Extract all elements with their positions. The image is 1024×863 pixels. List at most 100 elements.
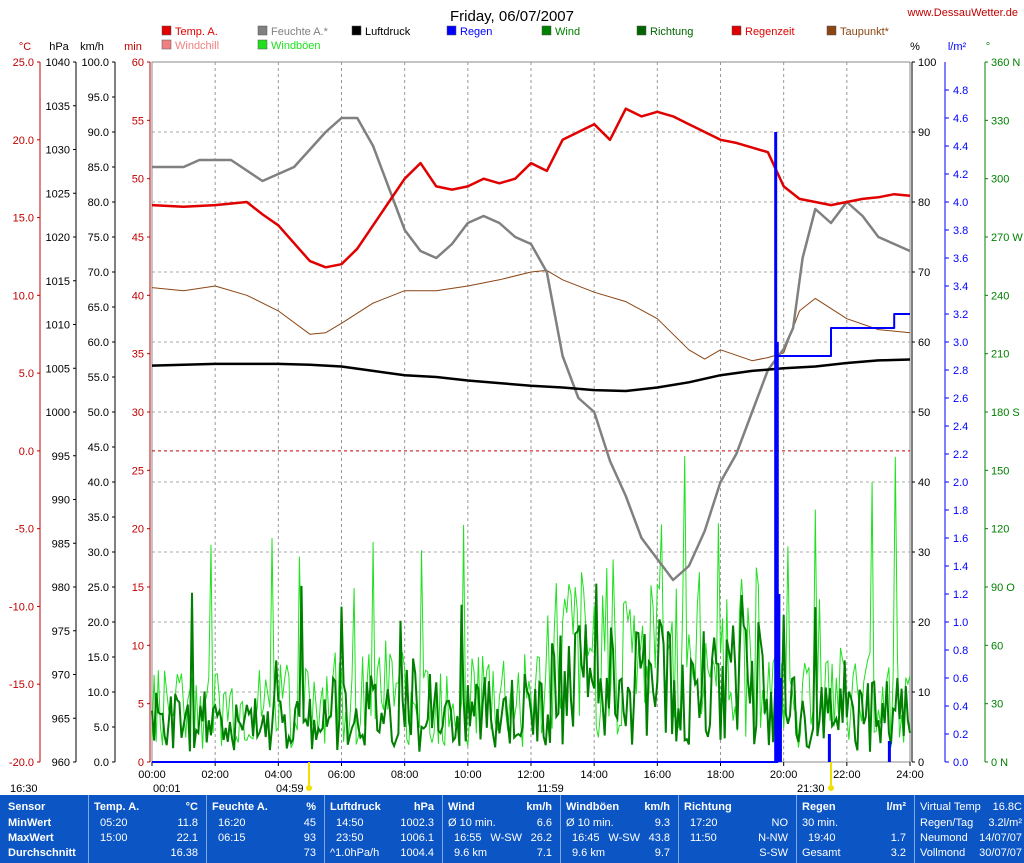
speed-axis-tick-label: 100.0 — [81, 57, 109, 69]
humidity-axis-tick-label: 30 — [918, 547, 930, 559]
minutes-axis-tick-label: 60 — [132, 57, 144, 69]
wind-max-value: 26.2 — [530, 832, 552, 844]
rain-axis-tick-label: 0.0 — [953, 757, 968, 769]
gusts-unit: km/h — [644, 801, 670, 813]
temp-header: Temp. A. — [94, 801, 140, 813]
pressure-trend: ^1.0hPa/h — [330, 847, 380, 859]
rain-axis-tick-label: 3.6 — [953, 253, 968, 265]
wind-avg10-value: 6.6 — [536, 817, 552, 829]
humidity-max-time: 06:15 — [218, 832, 246, 844]
x-tick-label: 14:00 — [580, 769, 608, 781]
sunrise-label: 04:59 — [276, 783, 304, 795]
pressure-axis-tick-label: 960 — [52, 757, 70, 769]
gusts-distance: 9.6 km — [572, 847, 606, 859]
direction-axis-tick-label: 120 — [991, 524, 1009, 536]
new-moon-label: Neumond — [920, 832, 968, 844]
rain-axis-tick-label: 1.8 — [953, 505, 968, 517]
legend-label: Taupunkt* — [840, 26, 890, 38]
rain-axis-tick-label: 4.6 — [953, 113, 968, 125]
rain-30min-label: 30 min. — [802, 817, 839, 829]
speed-axis-tick-label: 90.0 — [88, 127, 109, 139]
gusts-line — [151, 456, 911, 749]
pressure-line — [151, 358, 911, 393]
rain-axis-tick-label: 4.8 — [953, 85, 968, 97]
legend-swatch — [257, 39, 268, 50]
minutes-axis-tick-label: 50 — [132, 174, 144, 186]
x-tick-label: 00:00 — [138, 769, 166, 781]
new-moon-value: 14/07/07 — [979, 832, 1022, 844]
wind-column: Wind km/h Ø 10 min. 6.6 16:55 W-SW 26.2 … — [442, 795, 561, 863]
moonset-label: 00:01 — [153, 783, 181, 795]
humidity-unit: % — [306, 801, 316, 813]
humidity-axis-tick-label: 100 — [918, 57, 936, 69]
humidity-axis-tick-label: 20 — [918, 617, 930, 629]
speed-axis-tick-label: 20.0 — [88, 617, 109, 629]
temp-axis-tick-label: 15.0 — [13, 213, 34, 225]
speed-axis-tick-label: 95.0 — [88, 92, 109, 104]
pressure-axis-tick-label: 1030 — [46, 145, 70, 157]
temp-axis-tick-label: -10.0 — [9, 601, 34, 613]
row-label-max: MaxWert — [8, 832, 54, 844]
x-tick-label: 20:00 — [770, 769, 798, 781]
rain-axis-tick-label: 4.2 — [953, 169, 968, 181]
chart-title: Friday, 06/07/2007 — [450, 8, 574, 25]
legend-swatch — [161, 39, 172, 50]
humidity-min-time: 16:20 — [218, 817, 246, 829]
wind-max-direction: W-SW — [490, 832, 522, 844]
rain-axis-tick-label: 0.4 — [953, 701, 968, 713]
temp-max-value: 22.1 — [176, 832, 198, 844]
sensor-column: Sensor MinWert MaxWert Durchschnitt — [0, 795, 89, 863]
pressure-axis-tick-label: 1040 — [46, 57, 70, 69]
rain-axis-tick-label: 2.8 — [953, 365, 968, 377]
humidity-axis-tick-label: 40 — [918, 477, 930, 489]
axis-unit-left: min — [124, 41, 142, 53]
humidity-avg-value: 73 — [303, 847, 316, 859]
rain-axis-tick-label: 1.6 — [953, 533, 968, 545]
humidity-axis-tick-label: 60 — [918, 337, 930, 349]
rain-axis-tick-label: 2.0 — [953, 477, 968, 489]
speed-axis-tick-label: 10.0 — [88, 687, 109, 699]
wind-distance: 9.6 km — [454, 847, 488, 859]
pressure-axis-tick-label: 1025 — [46, 188, 70, 200]
pressure-max-value: 1006.1 — [400, 832, 434, 844]
minutes-axis-tick-label: 15 — [132, 582, 144, 594]
temp-max-time: 15:00 — [100, 832, 128, 844]
speed-axis-tick-label: 50.0 — [88, 407, 109, 419]
temp-avg-value: 16.38 — [170, 847, 198, 859]
humidity-axis-tick-label: 80 — [918, 197, 930, 209]
speed-axis-tick-label: 45.0 — [88, 442, 109, 454]
wind-max-time: 16:55 — [454, 832, 482, 844]
direction-axis-tick-label: 60 — [991, 640, 1003, 652]
direction-avg-value: S-SW — [759, 847, 788, 859]
pressure-axis-tick-label: 1020 — [46, 232, 70, 244]
legend-swatch — [257, 25, 268, 36]
virtual-temp-value: 16.8C — [992, 801, 1022, 813]
legend-swatch — [161, 25, 172, 36]
pressure-column: Luftdruck hPa 14:50 1002.3 23:50 1006.1 … — [324, 795, 443, 863]
temp-min-value: 11.8 — [177, 817, 198, 829]
legend-swatch — [731, 25, 742, 36]
wind-header: Wind — [448, 801, 475, 813]
direction-axis-tick-label: 90 O — [991, 582, 1015, 594]
x-tick-label: 18:00 — [707, 769, 735, 781]
rain-axis-tick-label: 3.0 — [953, 337, 968, 349]
wind-unit: km/h — [526, 801, 552, 813]
x-tick-label: 12:00 — [517, 769, 545, 781]
direction-axis-tick-label: 0 N — [991, 757, 1008, 769]
x-tick-label: 08:00 — [391, 769, 419, 781]
rain-total-label: Gesamt — [802, 847, 841, 859]
gusts-avg-value: 9.7 — [654, 847, 670, 859]
humidity-max-value: 93 — [303, 832, 316, 844]
humidity-min-value: 45 — [303, 817, 316, 829]
temp-axis-tick-label: -5.0 — [15, 524, 34, 536]
rain-per-day-value: 3.2l/m² — [988, 817, 1022, 829]
speed-axis-tick-label: 0.0 — [94, 757, 109, 769]
minutes-axis-tick-label: 5 — [138, 699, 144, 711]
rain-axis-tick-label: 0.6 — [953, 673, 968, 685]
minutes-axis-tick-label: 25 — [132, 465, 144, 477]
wind-line — [151, 583, 911, 752]
rain-axis-tick-label: 2.6 — [953, 393, 968, 405]
rain-axis-tick-label: 3.4 — [953, 281, 968, 293]
minutes-axis-tick-label: 10 — [132, 640, 144, 652]
temp-axis-tick-label: -20.0 — [9, 757, 34, 769]
